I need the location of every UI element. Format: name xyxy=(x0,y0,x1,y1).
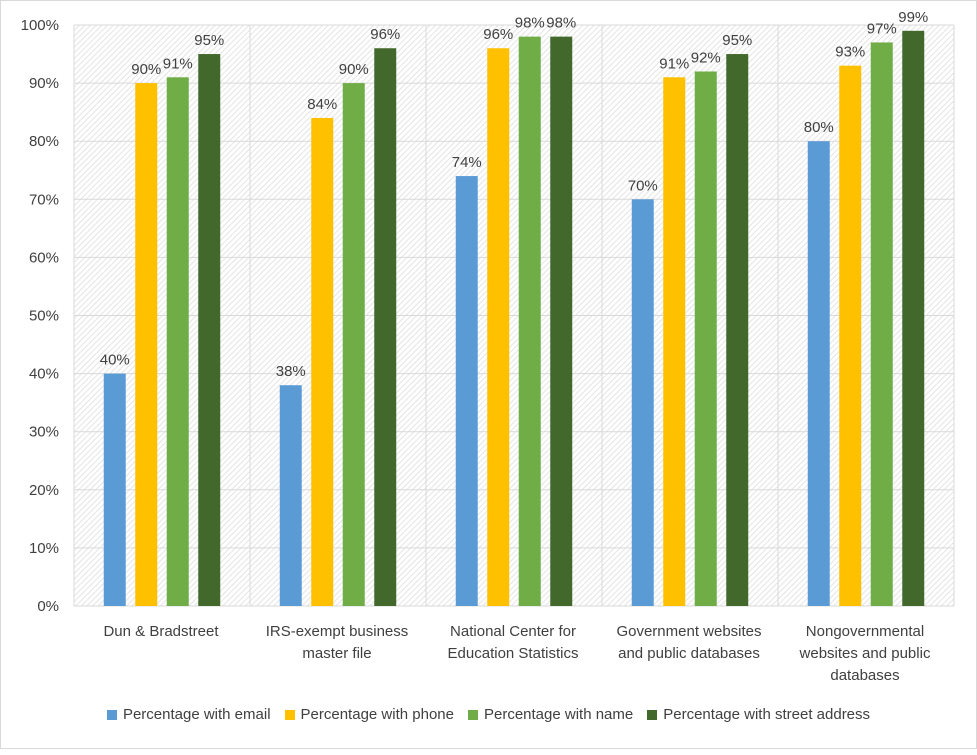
bar xyxy=(807,141,830,606)
bar xyxy=(198,54,221,607)
legend-label: Percentage with street address xyxy=(663,706,871,723)
y-tick-label: 50% xyxy=(29,308,59,325)
data-label: 90% xyxy=(131,61,161,78)
data-label: 80% xyxy=(804,119,834,136)
legend-swatch xyxy=(284,709,295,720)
data-label: 92% xyxy=(691,49,721,66)
legend-item-name: Percentage with name xyxy=(467,706,634,723)
y-tick-label: 0% xyxy=(37,598,59,615)
data-label: 99% xyxy=(898,9,928,26)
y-tick-label: 40% xyxy=(29,366,59,383)
bar xyxy=(279,385,302,606)
x-tick-label: Dun & Bradstreet xyxy=(103,623,219,640)
data-label: 38% xyxy=(276,363,306,380)
bar xyxy=(311,117,334,607)
x-tick-label: Government websites and public databases xyxy=(616,623,762,662)
bar xyxy=(694,71,717,607)
bar xyxy=(902,30,925,607)
data-label: 93% xyxy=(835,44,865,61)
bar xyxy=(342,83,365,607)
x-tick-label: National Center for Education Statistics xyxy=(447,623,579,662)
bar xyxy=(487,48,510,607)
data-label: 91% xyxy=(163,55,193,72)
legend-label: Percentage with name xyxy=(483,706,634,723)
bar xyxy=(631,199,654,607)
y-tick-label: 20% xyxy=(29,482,59,499)
bar xyxy=(135,83,158,607)
bar xyxy=(374,48,397,607)
bar xyxy=(870,42,893,607)
x-tick-label: IRS-exempt business master file xyxy=(265,623,409,662)
y-tick-label: 90% xyxy=(29,75,59,92)
legend-label: Percentage with phone xyxy=(300,706,454,723)
legend-item-phone: Percentage with phone xyxy=(284,706,454,723)
data-label: 90% xyxy=(339,61,369,78)
legend-swatch xyxy=(647,709,658,720)
chart-legend: Percentage with email Percentage with ph… xyxy=(0,706,977,723)
legend-swatch xyxy=(106,709,117,720)
data-label: 70% xyxy=(628,177,658,194)
y-tick-label: 30% xyxy=(29,424,59,441)
data-label: 95% xyxy=(194,32,224,49)
data-label: 74% xyxy=(452,154,482,171)
x-tick-label: Nongovernmental websites and public data… xyxy=(799,623,931,684)
data-label: 98% xyxy=(515,15,545,32)
data-label: 97% xyxy=(867,20,897,37)
y-tick-label: 60% xyxy=(29,249,59,266)
legend-label: Percentage with email xyxy=(122,706,271,723)
data-label: 91% xyxy=(659,55,689,72)
y-tick-label: 100% xyxy=(21,17,59,34)
legend-item-street-address: Percentage with street address xyxy=(647,706,870,723)
y-tick-label: 80% xyxy=(29,133,59,150)
bar xyxy=(518,36,541,607)
bar xyxy=(455,176,478,606)
bar xyxy=(166,77,189,607)
bar xyxy=(103,373,126,606)
data-label: 96% xyxy=(370,26,400,43)
data-label: 95% xyxy=(722,32,752,49)
data-label: 84% xyxy=(307,96,337,113)
bar xyxy=(726,54,749,607)
bar xyxy=(550,36,573,607)
bar xyxy=(663,77,686,607)
y-tick-label: 10% xyxy=(29,540,59,557)
data-label: 98% xyxy=(546,15,576,32)
legend-item-email: Percentage with email xyxy=(106,706,271,723)
data-label: 40% xyxy=(100,352,130,369)
bar xyxy=(839,65,862,607)
legend-swatch xyxy=(467,709,478,720)
y-tick-label: 70% xyxy=(29,191,59,208)
data-label: 96% xyxy=(483,26,513,43)
